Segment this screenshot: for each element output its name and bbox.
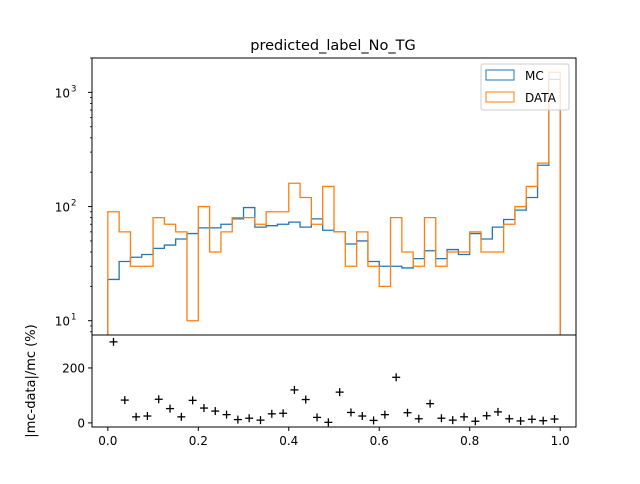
- ratio-point: [403, 408, 412, 417]
- ratio-point: [177, 412, 186, 421]
- bottom-axes-frame: [91, 334, 577, 428]
- ratio-point: [471, 417, 480, 426]
- ratio-point: [233, 415, 242, 424]
- ratio-point: [380, 410, 389, 419]
- legend-swatch-data: [485, 91, 515, 103]
- ratio-point: [199, 404, 208, 413]
- ratio-y-tick-label: 0: [77, 416, 85, 430]
- ratio-point: [120, 396, 129, 405]
- chart-title: predicted_label_No_TG: [250, 38, 415, 54]
- legend: MC DATA: [480, 63, 570, 111]
- ratio-point: [505, 414, 514, 423]
- ratio-y-tick-label: 200: [62, 361, 85, 375]
- ratio-point: [539, 416, 548, 425]
- legend-label-mc: MC: [525, 69, 544, 83]
- ratio-point: [290, 385, 299, 394]
- y-tick-exponent: 1: [71, 313, 76, 323]
- x-tick-label: 0.8: [460, 434, 479, 448]
- y-tick-label: 10: [55, 315, 70, 329]
- ratio-point: [313, 413, 322, 422]
- histogram-series-group: [107, 71, 561, 335]
- ratio-point: [222, 410, 231, 419]
- x-tick-label: 0.6: [370, 434, 389, 448]
- x-tick-label: 0.0: [98, 434, 117, 448]
- ratio-point: [437, 414, 446, 423]
- ratio-point: [346, 408, 355, 417]
- ratio-points-group: [109, 337, 559, 427]
- ratio-point: [256, 416, 265, 425]
- y-tick-label: 10: [55, 201, 70, 215]
- ratio-point: [188, 396, 197, 405]
- histogram-line-data: [107, 71, 561, 335]
- ratio-point: [267, 409, 276, 418]
- x-tick-label: 1.0: [551, 434, 570, 448]
- y-tick-exponent: 2: [71, 199, 76, 209]
- ratio-point: [392, 373, 401, 382]
- ratio-point: [143, 412, 152, 421]
- ratio-point: [358, 412, 367, 421]
- ratio-point: [245, 414, 254, 423]
- x-tick-label: 0.2: [189, 434, 208, 448]
- bottom-x-axis: 0.0 0.2 0.4 0.6 0.8 1.0: [98, 427, 570, 448]
- ratio-point: [426, 399, 435, 408]
- ratio-point: [166, 404, 175, 413]
- legend-frame: [480, 63, 570, 111]
- bottom-y-axis: 0 200: [62, 361, 92, 430]
- ratio-point: [516, 416, 525, 425]
- ratio-point: [460, 412, 469, 421]
- ratio-point: [279, 409, 288, 418]
- y-tick-exponent: 3: [71, 84, 76, 94]
- ratio-point: [324, 418, 333, 427]
- ratio-point: [369, 416, 378, 425]
- ratio-point: [109, 337, 118, 346]
- ratio-point: [448, 416, 457, 425]
- ratio-point: [550, 415, 559, 424]
- ratio-point: [132, 412, 141, 421]
- x-tick-label: 0.4: [279, 434, 298, 448]
- ratio-y-axis-label: |mc-data|/mc (%): [24, 324, 39, 437]
- ratio-point: [301, 395, 310, 404]
- ratio-point: [211, 407, 220, 416]
- ratio-point: [527, 415, 536, 424]
- ratio-point: [493, 407, 502, 416]
- legend-swatch-mc: [485, 69, 515, 81]
- legend-label-data: DATA: [525, 91, 557, 105]
- ratio-point: [154, 395, 163, 404]
- y-tick-label: 10: [55, 86, 70, 100]
- ratio-point: [482, 411, 491, 420]
- ratio-point: [335, 388, 344, 397]
- ratio-point: [414, 414, 423, 423]
